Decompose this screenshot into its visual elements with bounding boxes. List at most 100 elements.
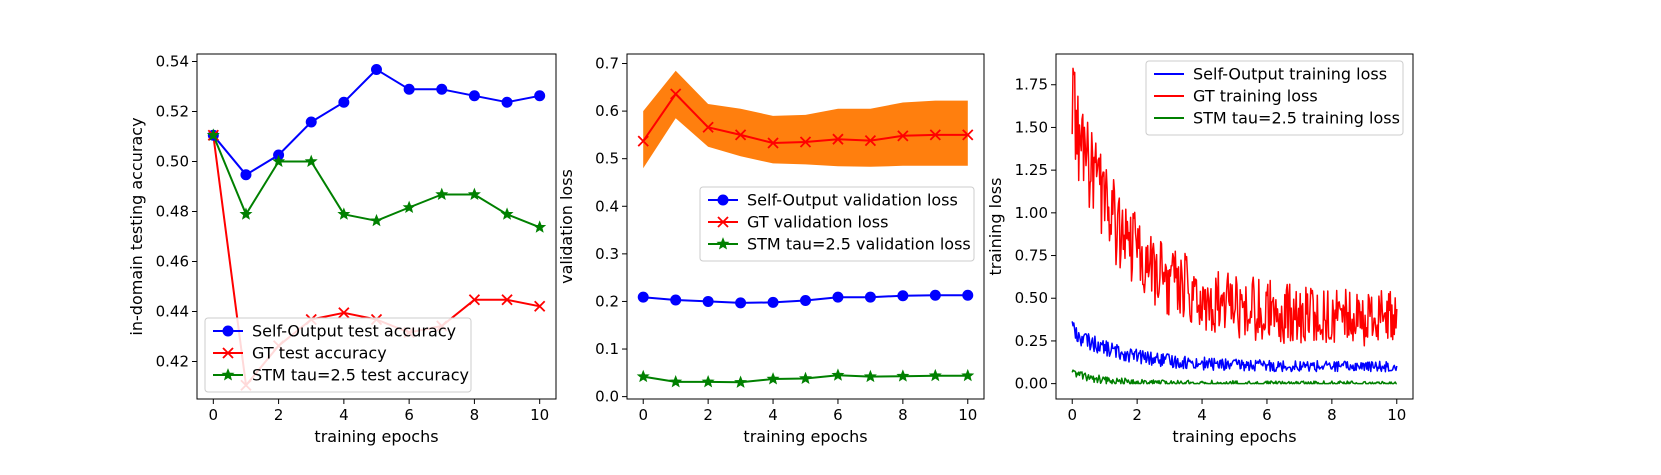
data-point-s0-9 — [501, 96, 513, 108]
y-tick-label: 0.75 — [1015, 247, 1048, 265]
y-tick-label: 0.7 — [595, 55, 619, 73]
series-line-2 — [1071, 369, 1397, 385]
data-point-s0-3 — [305, 116, 317, 128]
data-point-s1-8 — [897, 130, 909, 142]
x-tick-label: 2 — [703, 406, 713, 424]
y-axis-label: validation loss — [557, 169, 576, 284]
legend-box — [204, 317, 472, 393]
x-tick-label: 6 — [833, 406, 843, 424]
data-point-s0-7 — [864, 291, 876, 303]
x-tick-label: 2 — [1132, 406, 1142, 424]
legend-marker — [222, 347, 234, 359]
legend-entry-label: STM tau=2.5 training loss — [1193, 109, 1400, 128]
data-point-s0-1 — [240, 169, 252, 181]
data-point-s2-9 — [928, 368, 942, 382]
x-tick-label: 10 — [530, 406, 549, 424]
y-tick-label: 0.54 — [156, 53, 189, 71]
legend-entry-label: Self-Output training loss — [1193, 65, 1387, 84]
y-tick-label: 0.00 — [1015, 375, 1048, 393]
series-group — [1071, 67, 1398, 385]
data-point-s2-9 — [500, 207, 514, 220]
data-point-s0-3 — [735, 297, 747, 309]
x-tick-label: 10 — [958, 406, 977, 424]
data-point-s2-6 — [831, 368, 845, 381]
data-point-s2-2 — [701, 375, 715, 388]
legend-entry-label: STM tau=2.5 test accuracy — [252, 366, 469, 385]
x-tick-label: 4 — [768, 406, 778, 424]
validation-loss-std-band — [643, 70, 968, 169]
y-tick-label: 0.52 — [156, 103, 189, 121]
legend-entry-label: Self-Output test accuracy — [252, 322, 456, 341]
data-point-s1-1 — [670, 88, 682, 100]
data-point-s0-6 — [832, 291, 844, 303]
data-point-s2-3 — [304, 154, 318, 168]
legend-marker — [717, 216, 729, 228]
data-point-s2-7 — [863, 369, 877, 383]
legend: Self-Output test accuracy GT test accurac… — [204, 317, 472, 393]
x-tick-label: 0 — [1067, 406, 1077, 424]
data-point-s2-10 — [961, 368, 975, 382]
y-tick-label: 0.0 — [595, 388, 619, 406]
data-point-s1-10 — [962, 129, 974, 141]
data-point-s0-4 — [767, 296, 779, 308]
data-point-s1-5 — [799, 136, 812, 148]
data-point-s0-7 — [436, 83, 448, 95]
data-point-s0-9 — [929, 289, 941, 301]
data-point-s2-4 — [766, 372, 780, 385]
y-tick-label: 1.50 — [1015, 118, 1048, 136]
data-point-s1-3 — [734, 129, 747, 141]
data-point-s1-9 — [501, 294, 513, 306]
legend-entry-label: GT validation loss — [747, 213, 888, 232]
data-point-s1-2 — [702, 121, 714, 133]
data-point-s1-4 — [338, 307, 350, 319]
legend-box — [699, 186, 975, 262]
data-point-s2-3 — [734, 375, 748, 388]
y-tick-label: 0.1 — [595, 340, 619, 358]
legend: Self-Output validation loss GT validation… — [699, 186, 975, 262]
data-point-s1-0 — [637, 135, 649, 147]
training-loss-chart-panel: 0 2 4 6 8 10 0.00 0.25 0.50 0.75 1.00 1.25 1.50 1.75 t… — [986, 53, 1414, 446]
validation-loss-chart-panel: 0 2 4 6 8 10 0.0 0.1 0.2 0.3 0.4 0.5 0.6 0.7 training … — [557, 53, 985, 446]
y-tick-label: 0.5 — [595, 150, 619, 168]
legend-box — [1145, 60, 1404, 136]
data-point-s1-7 — [864, 134, 877, 147]
x-tick-label: 10 — [1387, 406, 1406, 424]
data-point-s0-10 — [962, 289, 974, 301]
data-point-s2-5 — [370, 213, 383, 227]
legend-entry-label: GT training loss — [1193, 87, 1318, 106]
data-point-s0-1 — [670, 294, 682, 306]
x-axis-label: training epochs — [314, 427, 438, 446]
data-point-s2-8 — [896, 369, 910, 382]
legend-marker — [221, 368, 235, 381]
data-point-s1-6 — [832, 133, 844, 145]
data-point-s1-9 — [929, 129, 941, 141]
data-point-s0-8 — [897, 290, 909, 302]
y-tick-label: 0.2 — [595, 292, 619, 310]
data-point-s2-10 — [533, 220, 547, 233]
data-point-s0-4 — [338, 96, 350, 108]
y-tick-label: 1.00 — [1015, 204, 1048, 222]
y-tick-label: 1.25 — [1015, 161, 1048, 179]
axes-frame — [196, 53, 557, 400]
data-point-s1-10 — [534, 300, 546, 312]
series-line-1 — [1071, 67, 1398, 347]
x-tick-label: 4 — [1197, 406, 1207, 424]
data-point-s2-6 — [402, 200, 416, 214]
data-point-s0-10 — [534, 90, 546, 102]
data-point-s2-1 — [239, 207, 253, 220]
data-point-s0-5 — [800, 294, 811, 306]
x-tick-label: 8 — [470, 406, 480, 424]
legend-entry-label: STM tau=2.5 validation loss — [747, 235, 971, 254]
y-tick-label: 0.48 — [156, 203, 189, 221]
x-tick-label: 6 — [1262, 406, 1272, 424]
legend-marker — [717, 194, 729, 206]
y-tick-label: 0.4 — [595, 197, 619, 215]
x-axis-label: training epochs — [743, 427, 867, 446]
y-axis-label: in-domain testing accuracy — [127, 117, 146, 335]
data-point-s0-0 — [637, 291, 649, 303]
series-line-0 — [1071, 321, 1398, 373]
data-point-s0-6 — [403, 83, 415, 95]
data-point-s2-1 — [669, 375, 683, 388]
x-tick-label: 2 — [274, 406, 284, 424]
